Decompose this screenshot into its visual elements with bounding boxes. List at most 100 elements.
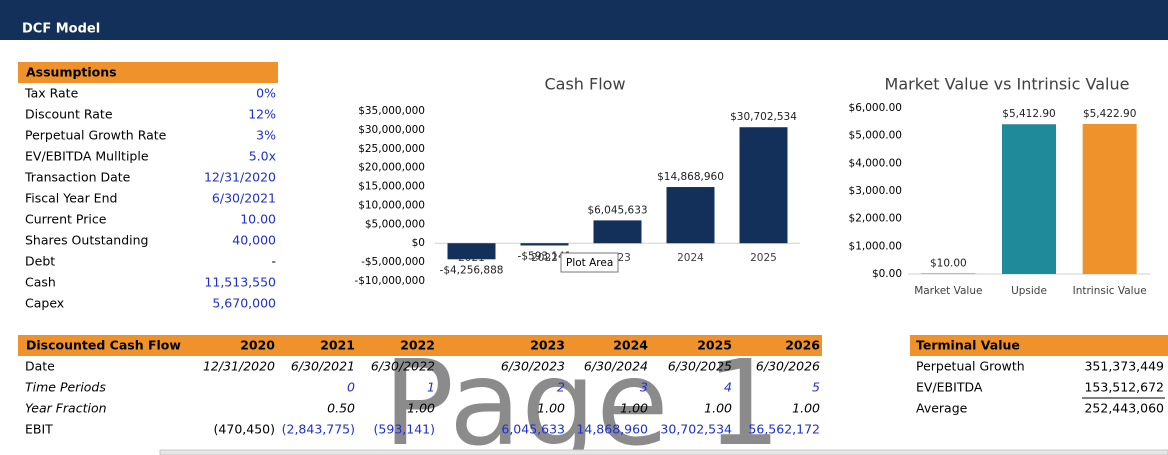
y-tick-label: $20,000,000 — [358, 162, 425, 174]
dcf-band — [18, 335, 822, 356]
chart-title: Market Value vs Intrinsic Value — [885, 75, 1130, 94]
y-tick-label: $6,000.00 — [849, 102, 902, 114]
label: Transaction Date — [24, 170, 131, 185]
scrollbar — [159, 449, 1168, 455]
label: Debt — [25, 254, 55, 269]
cell: 6/30/2021 — [291, 359, 355, 374]
data-label: -$4,256,888 — [440, 264, 504, 276]
cell: 6/30/2023 — [501, 359, 565, 374]
year: 2021 — [320, 338, 355, 353]
value: 3% — [256, 128, 276, 143]
year: 2024 — [613, 338, 648, 353]
label: Capex — [25, 296, 64, 311]
bar — [739, 127, 788, 244]
cell: (2,843,775) — [282, 422, 355, 437]
tooltip-box — [560, 252, 619, 273]
y-tick-label: $3,000.00 — [849, 185, 902, 197]
cell: 0 — [347, 380, 355, 395]
value: 10.00 — [240, 212, 276, 227]
label: Perpetual Growth — [916, 359, 1025, 374]
y-tick-label: $5,000,000 — [365, 218, 425, 230]
label: Perpetual Growth Rate — [25, 128, 167, 143]
cell: 1.00 — [537, 401, 565, 416]
bar — [447, 243, 496, 260]
header-title: DCF Model — [22, 22, 100, 37]
y-tick-label: $4,000.00 — [849, 157, 902, 169]
year: 2025 — [697, 338, 732, 353]
y-tick-label: $15,000,000 — [358, 181, 425, 193]
value: - — [271, 254, 276, 269]
cell: 6/30/2022 — [371, 359, 435, 374]
y-tick-label: $5,000.00 — [849, 130, 902, 142]
value: 252,443,060 — [1084, 401, 1164, 416]
cell: 2 — [557, 380, 565, 395]
cell: 1.00 — [704, 401, 732, 416]
cell: 3 — [640, 380, 648, 395]
value: 12% — [248, 107, 276, 122]
label: Tax Rate — [24, 86, 79, 101]
row-label: Time Periods — [25, 380, 106, 395]
cell: (593,141) — [374, 422, 435, 437]
data-label: $5,422.90 — [1083, 108, 1136, 120]
value: 12/31/2020 — [204, 170, 276, 185]
x-tick-label: 2022 — [531, 252, 558, 264]
row-label: EBIT — [25, 422, 53, 437]
cell: 1 — [427, 380, 435, 395]
value: 351,373,449 — [1084, 359, 1164, 374]
y-tick-label: $35,000,000 — [358, 105, 425, 117]
label: Average — [916, 401, 968, 416]
bar — [666, 187, 715, 244]
section-title: Assumptions — [26, 65, 117, 80]
y-tick-label: $2,000.00 — [849, 213, 902, 225]
label: Discount Rate — [25, 107, 113, 122]
value: 11,513,550 — [204, 275, 276, 290]
label: Fiscal Year End — [25, 191, 117, 206]
value: 40,000 — [232, 233, 276, 248]
tooltip: Plot Area — [566, 257, 613, 269]
x-tick-label: Market Value — [914, 285, 982, 297]
bar — [1082, 123, 1137, 274]
data-label: $10.00 — [930, 258, 967, 270]
watermark: Page 1 — [383, 334, 781, 455]
cell: 6,045,633 — [501, 422, 565, 437]
value: 5.0x — [249, 149, 276, 164]
y-tick-label: $0 — [412, 237, 425, 249]
y-tick-label: $30,000,000 — [358, 124, 425, 136]
label: EV/EBITDA Mulltiple — [25, 149, 149, 164]
bar — [520, 243, 569, 246]
x-tick-label: Upside — [1011, 285, 1047, 297]
year: 2026 — [785, 338, 820, 353]
cell: 14,868,960 — [576, 422, 648, 437]
y-tick-label: $0.00 — [872, 268, 902, 280]
cell: 6/30/2026 — [756, 359, 820, 374]
label: Shares Outstanding — [25, 233, 148, 248]
cell: 1.00 — [792, 401, 820, 416]
assumptions-band — [18, 62, 278, 83]
cell: 56,562,172 — [748, 422, 820, 437]
cell: 12/31/2020 — [203, 359, 275, 374]
cell: 1.00 — [407, 401, 435, 416]
x-tick-label: 2025 — [750, 252, 777, 264]
data-label: $6,045,633 — [587, 204, 647, 216]
header-bar — [0, 0, 1168, 40]
label: Cash — [25, 275, 56, 290]
value: 0% — [256, 86, 276, 101]
cell: 0.50 — [327, 401, 355, 416]
value: 5,670,000 — [212, 296, 276, 311]
cell: 4 — [724, 380, 732, 395]
data-label: -$593,141 — [518, 250, 572, 262]
year: 2023 — [530, 338, 565, 353]
section-title: Discounted Cash Flow — [26, 338, 181, 353]
cell: 30,702,534 — [660, 422, 732, 437]
section-title: Terminal Value — [916, 338, 1020, 353]
terminal-band — [910, 335, 1168, 356]
value: 6/30/2021 — [212, 191, 276, 206]
cell: 6/30/2025 — [668, 359, 732, 374]
bar — [593, 220, 642, 244]
cell: (470,450) — [214, 422, 275, 437]
data-label: $14,868,960 — [657, 171, 724, 183]
value: 153,512,672 — [1084, 380, 1164, 395]
chart-title: Cash Flow — [544, 75, 625, 94]
